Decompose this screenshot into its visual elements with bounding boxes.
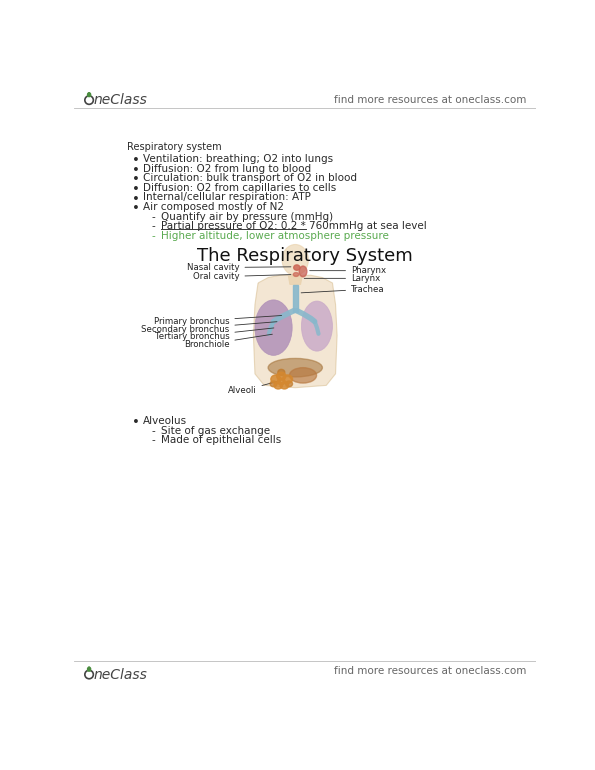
Ellipse shape — [268, 358, 322, 377]
Ellipse shape — [299, 266, 307, 277]
Ellipse shape — [282, 244, 308, 275]
Text: Tertiary bronchus: Tertiary bronchus — [155, 328, 274, 341]
Text: Alveolus: Alveolus — [143, 416, 187, 426]
Text: Diffusion: O2 from lung to blood: Diffusion: O2 from lung to blood — [143, 164, 311, 173]
Text: •: • — [133, 173, 140, 186]
Ellipse shape — [87, 667, 90, 671]
Text: Site of gas exchange: Site of gas exchange — [161, 426, 270, 436]
Ellipse shape — [293, 273, 299, 276]
Text: The Respiratory System: The Respiratory System — [197, 246, 412, 265]
Text: Primary bronchus: Primary bronchus — [154, 316, 281, 326]
Text: •: • — [133, 416, 140, 429]
Polygon shape — [288, 276, 302, 284]
Ellipse shape — [294, 265, 300, 270]
Ellipse shape — [255, 300, 292, 355]
Ellipse shape — [270, 381, 277, 387]
Text: -: - — [152, 231, 156, 241]
Text: Secondary bronchus: Secondary bronchus — [141, 322, 277, 333]
Ellipse shape — [289, 367, 317, 383]
Text: -: - — [152, 435, 156, 445]
Ellipse shape — [277, 378, 285, 385]
Ellipse shape — [271, 375, 281, 383]
Text: neClass: neClass — [94, 668, 148, 681]
Text: Partial pressure of O2: 0.2 * 760mmHg at sea level: Partial pressure of O2: 0.2 * 760mmHg at… — [161, 222, 427, 231]
Text: Respiratory system: Respiratory system — [127, 142, 222, 152]
Text: neClass: neClass — [94, 93, 148, 107]
Polygon shape — [87, 92, 90, 96]
Text: Nasal cavity: Nasal cavity — [187, 263, 291, 272]
Text: •: • — [133, 192, 140, 206]
Text: Air composed mostly of N2: Air composed mostly of N2 — [143, 202, 284, 212]
Ellipse shape — [278, 370, 285, 375]
Text: Diffusion: O2 from capillaries to cells: Diffusion: O2 from capillaries to cells — [143, 183, 336, 192]
Text: Bronchiole: Bronchiole — [184, 334, 273, 349]
Text: •: • — [133, 183, 140, 196]
Text: Trachea: Trachea — [301, 285, 385, 293]
Polygon shape — [293, 284, 298, 313]
Text: -: - — [152, 426, 156, 436]
Text: Higher altitude, lower atmosphere pressure: Higher altitude, lower atmosphere pressu… — [161, 231, 389, 241]
Text: -: - — [152, 222, 156, 231]
Text: Larynx: Larynx — [304, 274, 380, 283]
Polygon shape — [87, 667, 90, 671]
Text: Ventilation: breathing; O2 into lungs: Ventilation: breathing; O2 into lungs — [143, 154, 333, 164]
Text: Oral cavity: Oral cavity — [193, 273, 291, 281]
Text: Made of epithelial cells: Made of epithelial cells — [161, 435, 281, 445]
Text: Circulation: bulk transport of O2 in blood: Circulation: bulk transport of O2 in blo… — [143, 173, 356, 183]
Text: -: - — [152, 212, 156, 222]
Ellipse shape — [286, 381, 293, 387]
Text: Internal/cellular respiration: ATP: Internal/cellular respiration: ATP — [143, 192, 311, 203]
Text: •: • — [133, 164, 140, 176]
Ellipse shape — [274, 382, 283, 389]
Text: Quantify air by pressure (mmHg): Quantify air by pressure (mmHg) — [161, 212, 333, 222]
Text: •: • — [133, 202, 140, 215]
Text: Pharynx: Pharynx — [309, 266, 386, 275]
PathPatch shape — [253, 275, 337, 387]
Ellipse shape — [280, 382, 289, 389]
Ellipse shape — [302, 301, 333, 351]
Text: •: • — [133, 154, 140, 167]
Ellipse shape — [277, 372, 286, 380]
Ellipse shape — [283, 375, 293, 383]
Text: find more resources at oneclass.com: find more resources at oneclass.com — [334, 667, 526, 676]
Text: find more resources at oneclass.com: find more resources at oneclass.com — [334, 95, 526, 105]
Text: Alveoli: Alveoli — [228, 380, 280, 395]
Ellipse shape — [87, 92, 90, 96]
